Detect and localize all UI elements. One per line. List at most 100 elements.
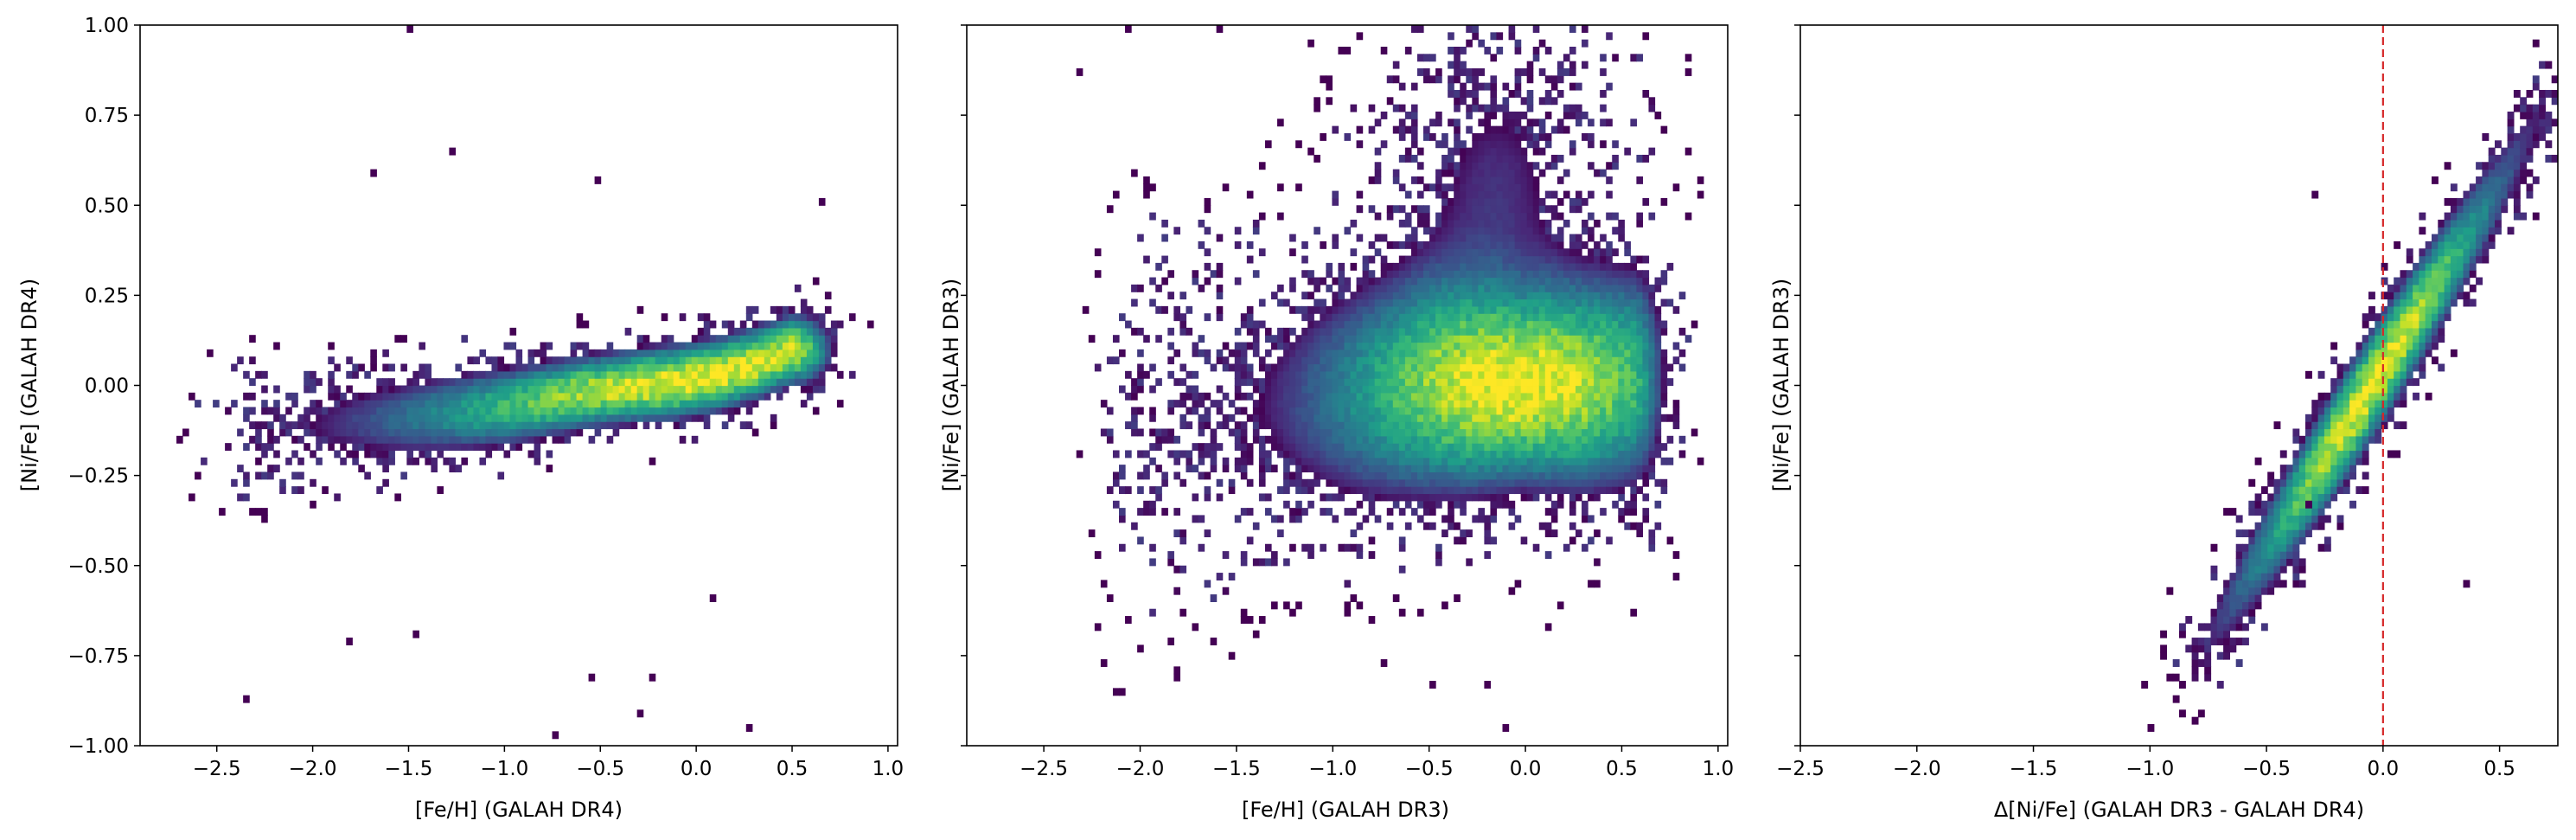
heatmap-cell	[1240, 392, 1248, 401]
heatmap-cell	[243, 478, 250, 487]
heatmap-cell	[1514, 457, 1522, 465]
heatmap-cell	[1642, 370, 1650, 379]
heatmap-cell	[431, 407, 438, 415]
heatmap-cell	[1496, 227, 1504, 235]
heatmap-cell	[1532, 298, 1540, 307]
heatmap-cell	[1466, 349, 1473, 357]
heatmap-cell	[1295, 435, 1302, 444]
heatmap-cell	[1295, 515, 1302, 523]
heatmap-cell	[515, 378, 523, 387]
heatmap-cell	[2267, 529, 2275, 538]
heatmap-cell	[564, 407, 572, 415]
y-axis-label-panel-2: [Ni/Fe] (GALAH DR3)	[939, 279, 963, 492]
heatmap-cell	[1484, 471, 1492, 480]
heatmap-cell	[2349, 385, 2356, 394]
heatmap-cell	[2330, 421, 2338, 430]
heatmap-cell	[1600, 428, 1607, 437]
heatmap-cell	[1392, 262, 1400, 271]
heatmap-cell	[1392, 298, 1400, 307]
heatmap-cell	[1502, 183, 1510, 192]
heatmap-cell	[2311, 443, 2319, 452]
heatmap-cell	[346, 407, 353, 415]
heatmap-cell	[1283, 335, 1290, 343]
heatmap-cell	[1582, 197, 1588, 206]
heatmap-cell	[1454, 465, 1461, 473]
heatmap-cell	[1386, 385, 1394, 394]
heatmap-cell	[1338, 435, 1346, 444]
heatmap-cell	[1550, 471, 1558, 480]
heatmap-cell	[2298, 493, 2306, 502]
heatmap-cell	[1520, 292, 1528, 300]
heatmap-cell	[1569, 140, 1576, 149]
heatmap-cell	[1460, 82, 1467, 91]
heatmap-cell	[576, 400, 584, 408]
heatmap-cell	[800, 370, 808, 379]
heatmap-cell	[2223, 616, 2230, 624]
heatmap-cell	[1526, 270, 1534, 279]
heatmap-cell	[649, 400, 656, 408]
heatmap-cell	[1398, 219, 1406, 228]
heatmap-cell	[1550, 486, 1558, 495]
heatmap-cell	[2254, 543, 2262, 552]
heatmap-cell	[479, 370, 487, 379]
heatmap-cell	[1563, 457, 1570, 465]
heatmap-cell	[534, 349, 541, 357]
heatmap-cell	[1576, 349, 1582, 357]
heatmap-cell	[1569, 356, 1576, 365]
heatmap-cell	[2260, 587, 2268, 595]
heatmap-cell	[1246, 313, 1254, 322]
heatmap-cell	[1362, 414, 1370, 422]
heatmap-cell	[2336, 370, 2344, 379]
heatmap-cell	[1356, 284, 1364, 292]
heatmap-cell	[1320, 349, 1326, 357]
heatmap-cell	[328, 414, 335, 422]
heatmap-cell	[2292, 435, 2300, 444]
heatmap-cell	[1362, 349, 1370, 357]
heatmap-cell	[800, 342, 808, 350]
heatmap-cell	[564, 400, 572, 408]
heatmap-cell	[1520, 212, 1528, 221]
heatmap-cell	[515, 435, 523, 444]
heatmap-cell	[2254, 580, 2262, 588]
heatmap-cell	[2204, 659, 2212, 667]
heatmap-cell	[1502, 248, 1510, 257]
heatmap-cell	[352, 363, 359, 372]
heatmap-cell	[2311, 421, 2319, 430]
heatmap-cell	[443, 407, 451, 415]
heatmap-cell	[370, 400, 377, 408]
heatmap-cell	[1606, 370, 1613, 379]
heatmap-cell	[1410, 450, 1418, 458]
heatmap-cell	[1569, 292, 1576, 300]
heatmap-cell	[1460, 262, 1467, 271]
heatmap-cell	[1490, 486, 1498, 495]
heatmap-cell	[715, 400, 723, 408]
heatmap-cell	[1448, 471, 1454, 480]
heatmap-cell	[1416, 342, 1424, 350]
heatmap-cell	[1295, 363, 1302, 372]
heatmap-cell	[1556, 370, 1564, 379]
heatmap-cell	[1496, 162, 1504, 170]
heatmap-cell	[2197, 644, 2205, 653]
heatmap-cell	[461, 370, 469, 379]
heatmap-cell	[1600, 478, 1607, 487]
heatmap-cell	[1454, 197, 1461, 206]
heatmap-cell	[1374, 457, 1382, 465]
heatmap-cell	[1472, 292, 1479, 300]
heatmap-cell	[1508, 500, 1516, 509]
heatmap-cell	[1466, 370, 1473, 379]
heatmap-cell	[1526, 169, 1534, 177]
heatmap-cell	[1624, 248, 1631, 257]
heatmap-cell	[1380, 471, 1388, 480]
heatmap-cell	[1502, 154, 1510, 163]
heatmap-cell	[1398, 457, 1406, 465]
heatmap-cell	[1301, 292, 1308, 300]
heatmap-cell	[1448, 219, 1454, 228]
heatmap-cell	[1478, 169, 1485, 177]
heatmap-cell	[1094, 551, 1102, 560]
heatmap-cell	[2185, 644, 2193, 653]
heatmap-cell	[1460, 97, 1467, 106]
heatmap-cell	[552, 428, 559, 437]
heatmap-cell	[1563, 305, 1570, 314]
heatmap-cell	[1314, 378, 1320, 387]
heatmap-cell	[2254, 522, 2262, 530]
